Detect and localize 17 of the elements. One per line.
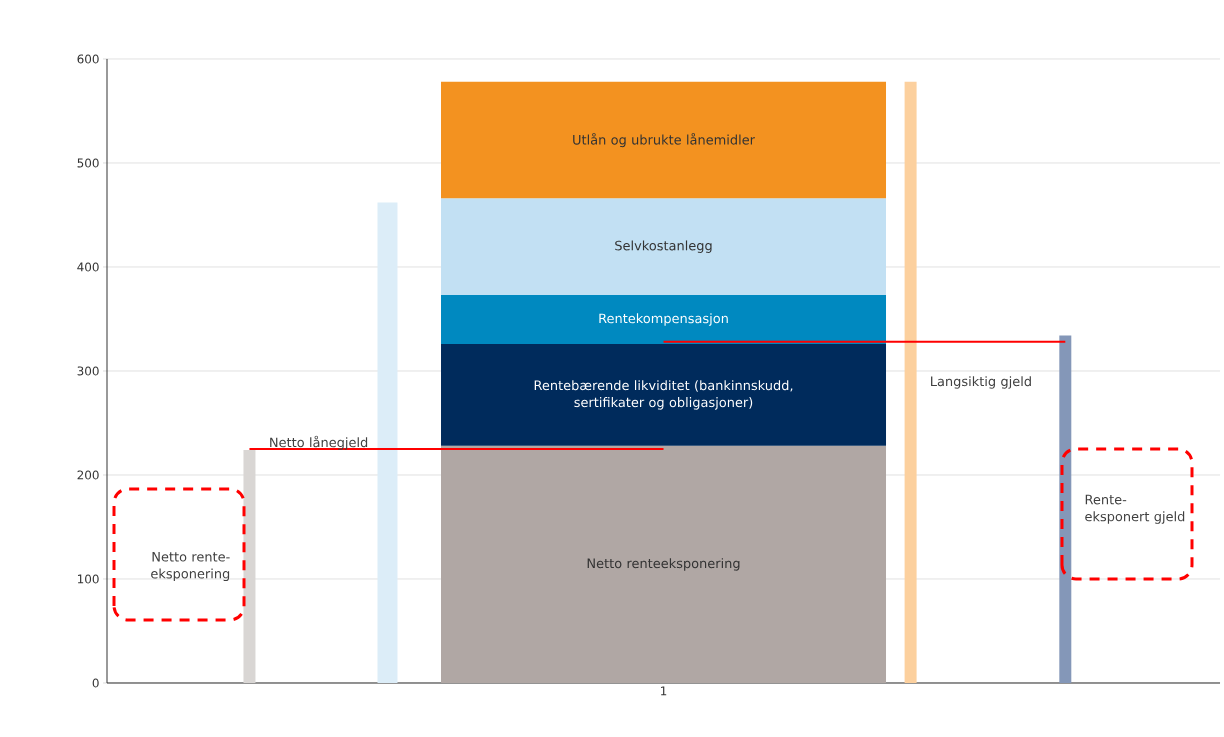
y-tick-label: 500: [77, 158, 99, 168]
y-tick-label: 100: [77, 574, 99, 584]
series-label: Langsiktig gjeld: [931, 376, 1031, 389]
series-label: Rentebærende likviditet (bankinnskudd, sertifikater og obligasjoner): [534, 380, 793, 410]
series-label: Rente-eksponert gjeld: [1085, 494, 1185, 524]
y-tick-label: 200: [77, 470, 99, 480]
series-label: Netto renteeksponering: [587, 558, 740, 571]
y-tick-label: 300: [77, 366, 99, 376]
y-tick-label: 400: [77, 262, 99, 272]
y-tick-label: 600: [77, 54, 99, 64]
x-tick-label: 1: [661, 686, 667, 696]
series-label: Rentekompensasjon: [599, 313, 728, 326]
y-tick-label: 0: [92, 678, 99, 688]
series-label: Netto rente-eksponering: [151, 551, 230, 582]
series-label: Selvkostanlegg: [615, 240, 712, 253]
series-label: Netto lånegjeld: [270, 435, 368, 450]
series-label: Utlån og ubrukte lånemidler: [573, 133, 755, 148]
